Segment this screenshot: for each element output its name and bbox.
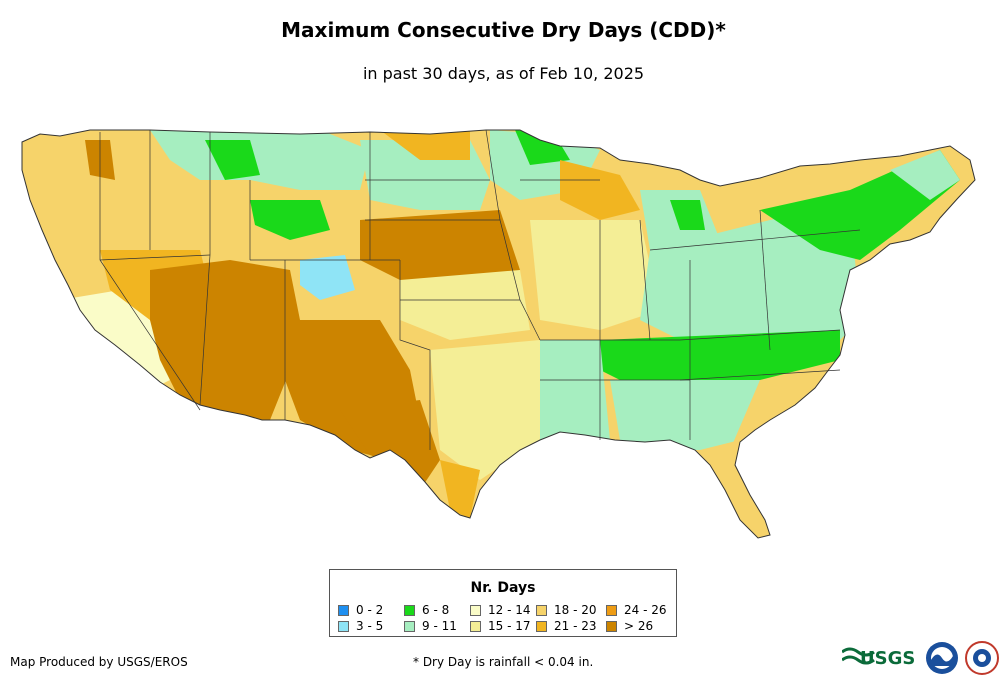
legend-item: > 26	[606, 619, 653, 633]
region-midwest	[530, 220, 660, 330]
cdd-map	[21, 129, 976, 539]
map-title: Maximum Consecutive Dry Days (CDD)*	[281, 18, 726, 42]
region-tennessee-carolinas-wet	[600, 330, 840, 390]
legend-label: 6 - 8	[422, 603, 450, 617]
legend-swatch	[338, 604, 349, 616]
legend-item: 6 - 8	[404, 603, 449, 617]
legend-swatch	[536, 620, 547, 632]
legend-swatch	[338, 620, 349, 632]
region-north-dakota-dry	[380, 130, 470, 160]
legend-swatch	[606, 620, 617, 632]
nws-logo	[965, 641, 999, 675]
state-borders	[99, 129, 861, 450]
legend-item: 12 - 14	[470, 603, 531, 617]
legend-swatch	[404, 620, 415, 632]
legend-label: 12 - 14	[488, 603, 531, 617]
region-kansas-oklahoma	[400, 270, 530, 340]
region-pacific-coast	[22, 130, 100, 310]
region-florida	[700, 440, 770, 535]
legend-item: 0 - 2	[338, 603, 383, 617]
legend-swatch	[470, 604, 481, 616]
agency-logos: USGS	[842, 641, 999, 675]
map-legend: Nr. Days 0 - 2 3 - 5 6 - 8 9 - 11 12 - 14 15 …	[329, 569, 677, 637]
map-credit: Map Produced by USGS/EROS	[10, 655, 188, 669]
region-california	[60, 290, 170, 390]
legend-swatch	[536, 604, 547, 616]
usgs-logo: USGS	[842, 647, 915, 669]
legend-item: 3 - 5	[338, 619, 383, 633]
legend-swatch	[470, 620, 481, 632]
region-south-texas	[440, 460, 480, 518]
legend-label: 15 - 17	[488, 619, 531, 633]
region-colorado-rockies	[300, 255, 355, 300]
legend-label: 21 - 23	[554, 619, 597, 633]
dry-day-footnote: * Dry Day is rainfall < 0.04 in.	[413, 655, 594, 669]
region-west-texas-dry	[340, 400, 440, 490]
legend-item: 24 - 26	[606, 603, 667, 617]
legend-label: 24 - 26	[624, 603, 667, 617]
region-wyoming-wet	[250, 200, 330, 240]
region-northern-rockies	[150, 130, 370, 190]
region-montana-wet	[205, 140, 260, 180]
region-deep-south	[610, 380, 760, 450]
legend-label: 3 - 5	[356, 619, 384, 633]
map-subtitle: in past 30 days, as of Feb 10, 2025	[362, 64, 645, 83]
us-outline	[21, 129, 976, 539]
region-lower-mississippi	[540, 340, 610, 440]
noaa-logo	[926, 642, 958, 674]
region-east-texas	[430, 340, 540, 480]
legend-title: Nr. Days	[470, 580, 536, 596]
legend-swatch	[606, 604, 617, 616]
legend-item: 21 - 23	[536, 619, 597, 633]
legend-item: 18 - 20	[536, 603, 597, 617]
region-wisconsin	[560, 160, 640, 220]
legend-label: 0 - 2	[356, 603, 384, 617]
legend-item: 9 - 11	[404, 619, 457, 633]
legend-item: 15 - 17	[470, 619, 531, 633]
region-maine	[890, 150, 960, 200]
legend-swatch	[404, 604, 415, 616]
legend-label: > 26	[624, 619, 654, 633]
region-michigan-wet	[670, 200, 705, 230]
usgs-logo-text: USGS	[860, 648, 915, 669]
legend-label: 18 - 20	[554, 603, 597, 617]
legend-label: 9 - 11	[422, 619, 457, 633]
region-southwest-dry	[150, 260, 300, 420]
